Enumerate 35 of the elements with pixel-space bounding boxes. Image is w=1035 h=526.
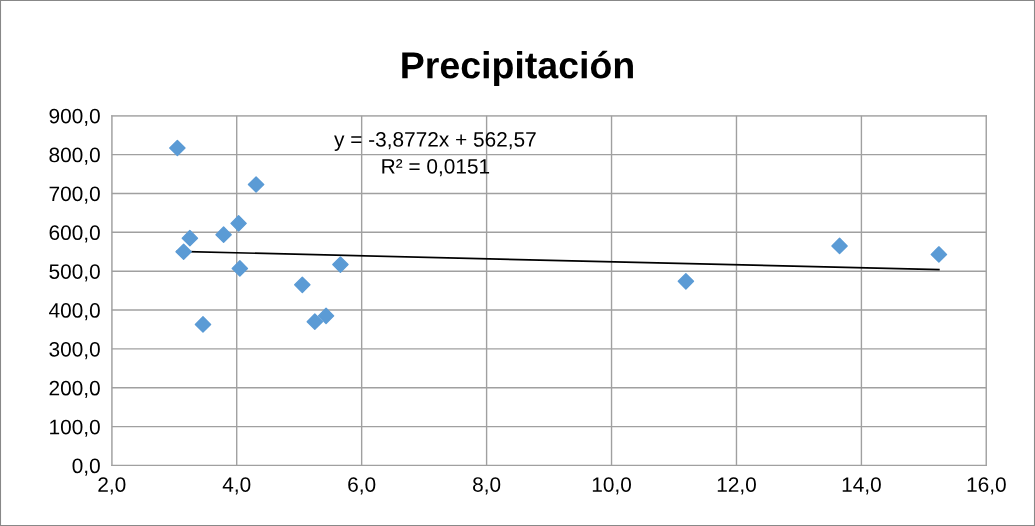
point: [294, 276, 311, 294]
y-tick-label: 600,0: [49, 225, 100, 243]
x-tick-label: 14,0: [842, 477, 881, 495]
y-tick-label: 200,0: [49, 380, 100, 398]
x-tick-label: 2,0: [98, 477, 126, 495]
y-tick-label: 300,0: [49, 341, 100, 360]
annotation: y = -3,8772x + 562,57 R² = 0,0151: [334, 132, 536, 177]
x-tick-label: 10,0: [592, 477, 631, 495]
x-tick-label: 16,0: [967, 477, 1006, 495]
y-tick-label: 0,0: [72, 458, 100, 476]
point: [175, 243, 192, 261]
point: [332, 256, 349, 273]
x-tick-label: 12,0: [717, 477, 756, 495]
point: [215, 226, 232, 243]
x-tick-label: 8,0: [473, 477, 501, 495]
point: [831, 237, 848, 255]
y-tick-label: 900,0: [49, 108, 100, 126]
point: [306, 313, 324, 331]
chart-title: Precipitación: [402, 50, 633, 87]
point: [317, 307, 335, 325]
point: [231, 260, 249, 277]
point: [230, 215, 247, 232]
point: [169, 139, 186, 157]
point: [930, 246, 948, 263]
y-tick-label: 500,0: [49, 264, 100, 282]
point: [194, 316, 212, 333]
y-tick-label: 800,0: [49, 147, 100, 165]
x-tick-label: 6,0: [348, 477, 376, 495]
point: [181, 229, 199, 247]
y-tick-label: 700,0: [49, 186, 100, 204]
point: [247, 176, 265, 193]
y-tick-label: 100,0: [50, 419, 100, 437]
x-tick-label: 4,0: [222, 477, 251, 495]
y-tick-label: 400,0: [49, 303, 100, 321]
point: [677, 272, 695, 290]
